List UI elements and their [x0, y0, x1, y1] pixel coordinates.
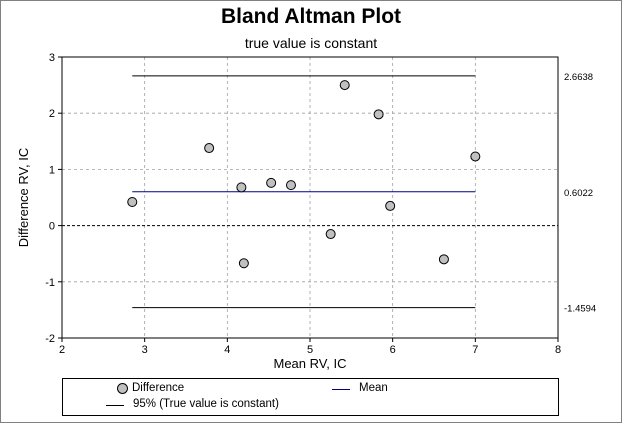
x-tick-label: 5	[307, 344, 313, 356]
data-point	[339, 80, 350, 91]
data-point	[325, 229, 336, 240]
data-point	[438, 254, 449, 265]
data-point	[236, 182, 247, 193]
legend: Difference Mean 95% (True value is const…	[62, 378, 559, 416]
legend-difference-label: Difference	[132, 382, 185, 394]
x-axis-label: Mean RV, IC	[274, 356, 347, 371]
data-point	[204, 143, 215, 154]
legend-limits-label: 95% (True value is constant)	[133, 398, 279, 410]
data-point	[238, 258, 249, 269]
legend-difference-marker	[117, 383, 128, 394]
chart-title: Bland Altman Plot	[220, 5, 402, 28]
lower-limit-label: -1.4594	[564, 304, 596, 315]
y-axis-label: Difference RV, IC	[16, 148, 31, 247]
x-tick-label: 8	[555, 344, 561, 356]
data-point	[470, 151, 481, 162]
y-tick-label: -2	[45, 333, 55, 345]
data-point	[285, 180, 296, 191]
chart-subtitle: true value is constant	[244, 35, 378, 51]
data-point	[266, 177, 277, 188]
y-tick-label: 0	[49, 221, 55, 233]
x-tick-label: 2	[59, 344, 65, 356]
legend-mean-label: Mean	[359, 382, 388, 394]
x-tick-label: 4	[224, 344, 230, 356]
x-tick-label: 3	[142, 344, 148, 356]
y-tick-label: 1	[49, 164, 55, 176]
data-point	[127, 196, 138, 207]
mean-line-label: 0.6022	[564, 188, 593, 199]
x-tick-label: 6	[390, 344, 396, 356]
y-tick-label: 3	[49, 52, 55, 64]
y-tick-label: -1	[45, 277, 55, 289]
data-point	[385, 200, 396, 211]
upper-limit-label: 2.6638	[564, 72, 593, 83]
legend-limits-line	[106, 405, 124, 406]
x-tick-label: 7	[472, 344, 478, 356]
legend-mean-line	[332, 389, 350, 390]
data-point	[373, 109, 384, 120]
y-tick-label: 2	[49, 108, 55, 120]
